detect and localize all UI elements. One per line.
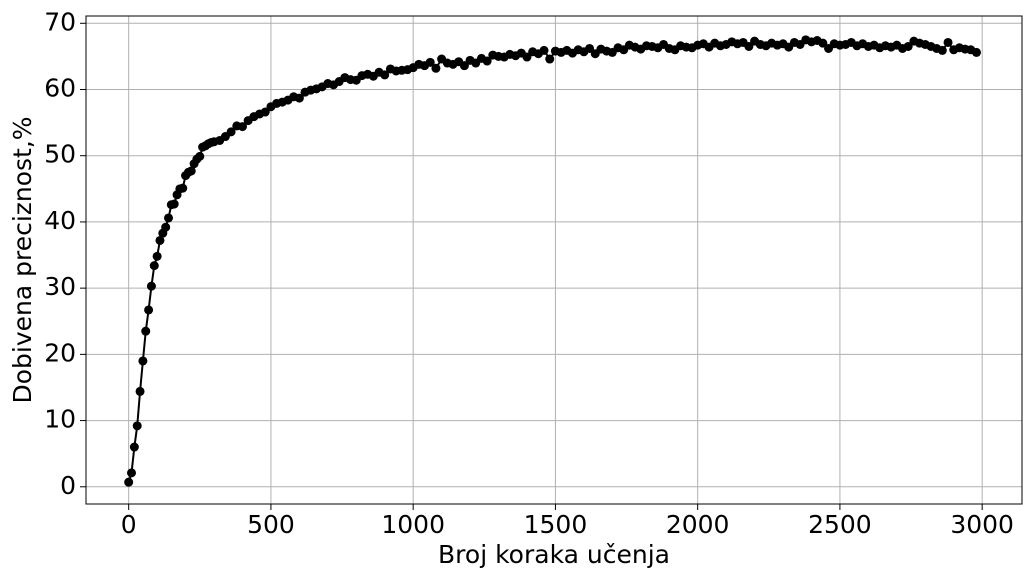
data-point [141,326,151,336]
data-point [522,52,532,62]
data-point [482,56,492,66]
data-point [744,41,754,51]
data-point [459,61,469,71]
data-point [164,213,174,223]
y-tick-label: 60 [44,73,76,102]
data-point [169,199,179,209]
data-point [144,305,154,315]
y-tick-label: 10 [44,405,76,434]
y-tick-label: 40 [44,206,76,235]
y-tick-label: 70 [44,7,76,36]
data-point [971,47,981,57]
data-point [146,281,156,291]
data-point [195,151,205,161]
data-point [237,122,247,132]
data-point [585,43,595,53]
x-tick-label: 0 [121,510,137,539]
y-tick-label: 30 [44,272,76,301]
data-point [127,468,137,478]
plot-frame [85,15,1023,505]
data-point [152,251,162,261]
data-point [539,45,549,55]
data-point [155,235,165,245]
data-point [186,166,196,176]
data-point [161,222,171,232]
data-point [294,93,304,103]
data-point [124,477,134,487]
data-line [127,38,977,483]
data-point [425,57,435,67]
data-point [226,127,236,137]
data-point [903,41,913,51]
x-tick-label: 3000 [950,510,1014,539]
y-tick-label: 0 [60,471,76,500]
data-point [178,183,188,193]
data-point [149,261,159,271]
data-point [937,45,947,55]
x-tick-label: 1500 [524,510,588,539]
y-tick-label: 50 [44,140,76,169]
data-point [943,37,953,47]
y-tick-label: 20 [44,338,76,367]
data-point [818,38,828,48]
data-point [380,70,390,80]
x-tick-label: 1000 [381,510,445,539]
data-point [129,442,139,452]
x-tick-label: 2500 [808,510,872,539]
data-point [135,386,145,396]
data-point [132,421,142,431]
data-point [545,54,555,64]
y-axis-label: Dobivena preciznost,% [8,116,37,403]
x-tick-label: 500 [247,510,295,539]
data-point [138,356,148,366]
x-axis-label: Broj koraka učenja [438,540,670,569]
data-point [431,63,441,73]
data-point [260,107,270,117]
x-tick-label: 2000 [666,510,730,539]
